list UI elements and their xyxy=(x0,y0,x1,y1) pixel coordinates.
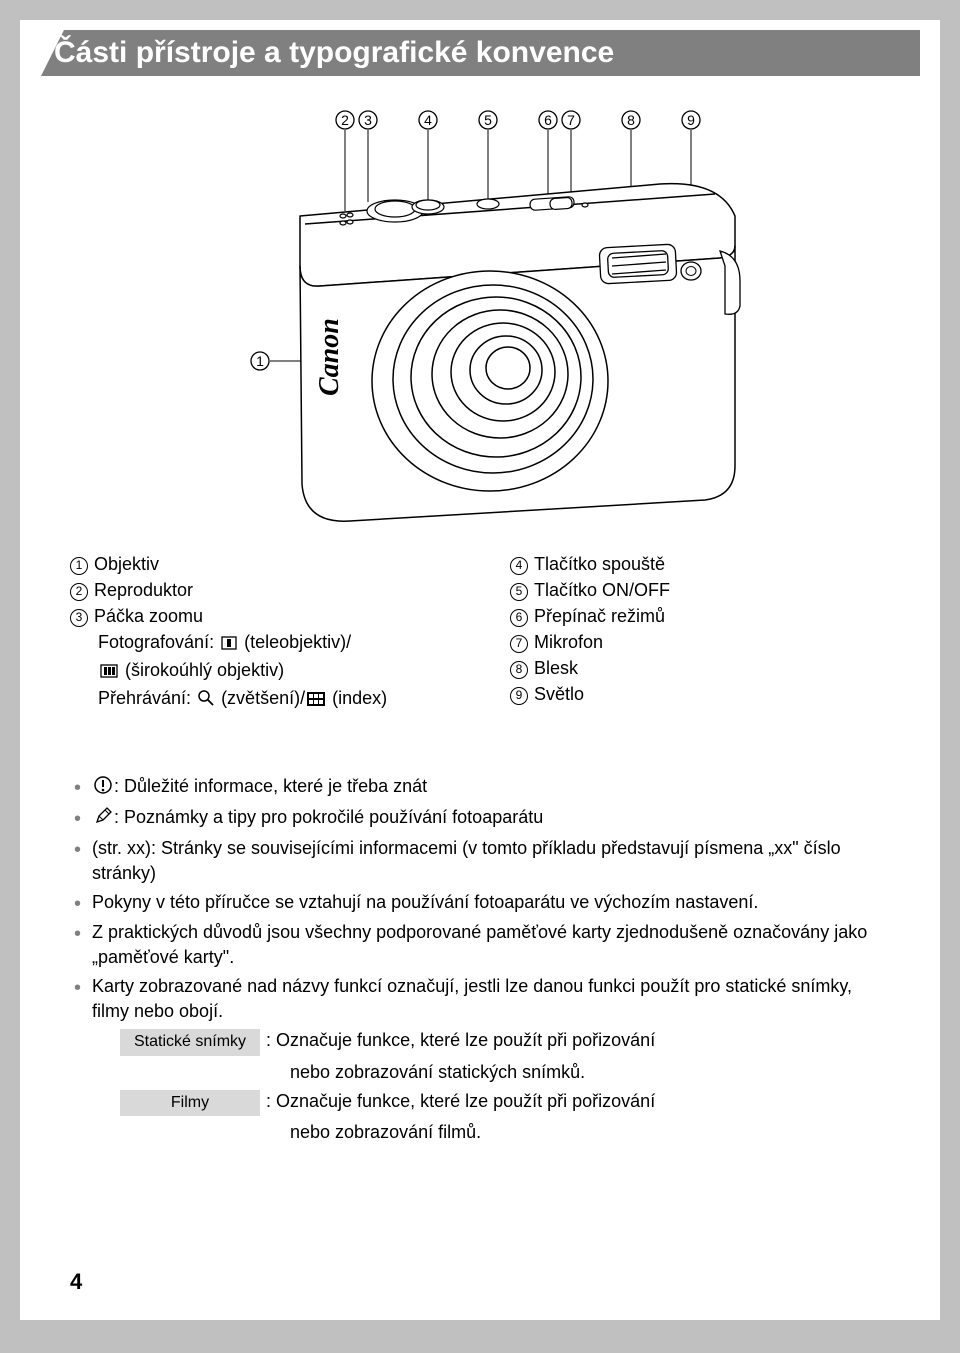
parts-legend: 1Objektiv 2Reproduktor 3Páčka zoomu Foto… xyxy=(70,551,890,714)
part-3-sub3: Přehrávání: (zvětšení)/ (index) xyxy=(70,685,450,713)
magnify-icon xyxy=(198,687,214,713)
badge-stills: Statické snímky xyxy=(120,1029,260,1055)
part-6: 6Přepínač režimů xyxy=(510,603,890,629)
callout-8: 8 xyxy=(627,112,635,128)
part-3-sub1: Fotografování: (teleobjektiv)/ xyxy=(70,629,450,657)
badge-row-1: Statické snímky: Označuje funkce, které … xyxy=(70,1028,890,1055)
note-5: Z praktických důvodů jsou všechny podpor… xyxy=(70,920,890,970)
notes-section: : Důležité informace, které je třeba zná… xyxy=(70,774,890,1146)
note-4: Pokyny v této příručce se vztahují na po… xyxy=(70,890,890,915)
callout-1: 1 xyxy=(256,353,264,369)
badge-row-2: Filmy: Označuje funkce, které lze použít… xyxy=(70,1089,890,1116)
callout-6: 6 xyxy=(544,112,552,128)
camera-diagram: 2 3 4 5 6 7 8 9 1 xyxy=(70,106,890,531)
part-2: 2Reproduktor xyxy=(70,577,450,603)
camera-svg: 2 3 4 5 6 7 8 9 1 xyxy=(160,106,800,526)
wide-icon xyxy=(100,659,118,685)
note-3: (str. xx): Stránky se souvisejícími info… xyxy=(70,836,890,886)
part-7: 7Mikrofon xyxy=(510,629,890,655)
part-3: 3Páčka zoomu xyxy=(70,603,450,629)
warn-icon xyxy=(94,776,112,801)
note-6: Karty zobrazované nad názvy funkcí označ… xyxy=(70,974,890,1024)
part-9: 9Světlo xyxy=(510,681,890,707)
badge-movies: Filmy xyxy=(120,1090,260,1116)
part-8: 8Blesk xyxy=(510,655,890,681)
brand-label: Canon xyxy=(314,318,345,396)
callout-7: 7 xyxy=(567,112,575,128)
part-5: 5Tlačítko ON/OFF xyxy=(510,577,890,603)
callout-4: 4 xyxy=(424,112,432,128)
part-3-sub2: (širokoúhlý objektiv) xyxy=(70,657,450,685)
note-2: : Poznámky a tipy pro pokročilé používán… xyxy=(70,805,890,832)
pencil-icon xyxy=(94,807,112,832)
callout-9: 9 xyxy=(687,112,695,128)
callout-2: 2 xyxy=(341,112,349,128)
part-1: 1Objektiv xyxy=(70,551,450,577)
badge-1-cont: nebo zobrazování statických snímků. xyxy=(70,1060,890,1085)
legend-right-col: 4Tlačítko spouště 5Tlačítko ON/OFF 6Přep… xyxy=(510,551,890,714)
note-1: : Důležité informace, které je třeba zná… xyxy=(70,774,890,801)
part-4: 4Tlačítko spouště xyxy=(510,551,890,577)
page-number: 4 xyxy=(70,1269,82,1295)
manual-page: Části přístroje a typografické konvence … xyxy=(20,20,940,1320)
callout-5: 5 xyxy=(484,112,492,128)
badge-2-cont: nebo zobrazování filmů. xyxy=(70,1120,890,1145)
legend-left-col: 1Objektiv 2Reproduktor 3Páčka zoomu Foto… xyxy=(70,551,450,714)
tele-icon xyxy=(221,631,237,657)
index-icon xyxy=(307,687,325,713)
callout-3: 3 xyxy=(364,112,372,128)
page-title: Části přístroje a typografické konvence xyxy=(40,30,920,76)
